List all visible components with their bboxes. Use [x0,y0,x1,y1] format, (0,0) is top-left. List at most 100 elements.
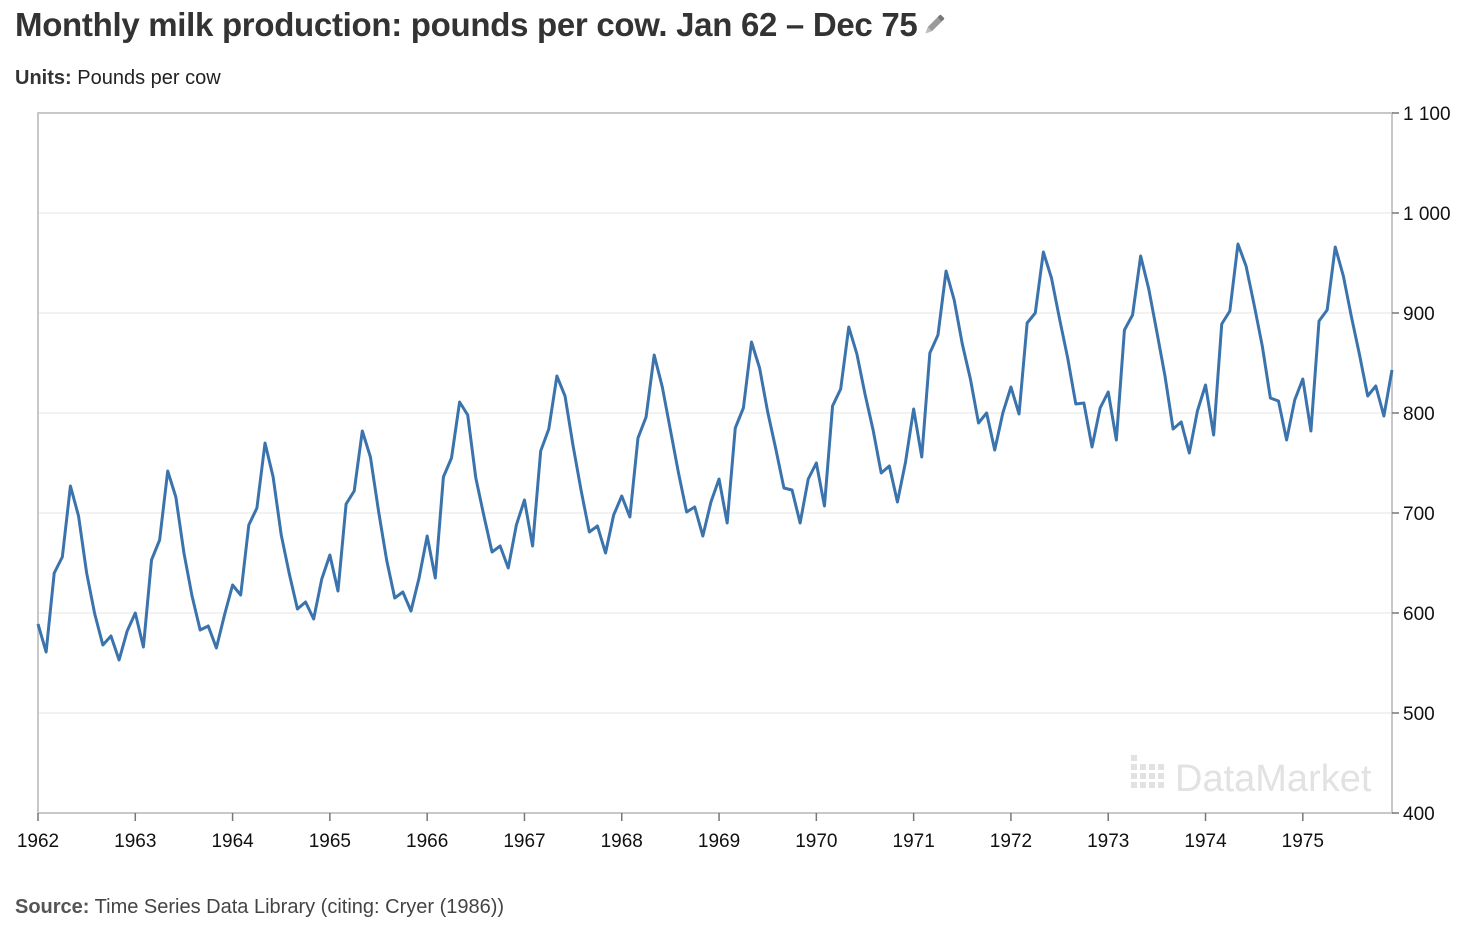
data-point [871,428,875,432]
data-point [1131,313,1135,317]
x-tick-label: 1967 [503,831,545,852]
data-point [1179,420,1183,424]
data-point [239,593,243,597]
data-point [1309,429,1313,433]
x-tick-label: 1964 [211,831,254,852]
data-point [1025,321,1029,325]
data-point [109,634,113,638]
x-tick-label: 1962 [17,831,59,852]
line-chart: DataMarket 1962 1963 1964 1965 1966 1967 1968 1… [17,104,1451,852]
data-point [1260,344,1264,348]
x-tick-label: 1966 [406,831,448,852]
data-point [174,495,178,499]
data-point [231,583,235,587]
y-tick-label: 800 [1403,404,1435,425]
logo-dot [1149,773,1155,779]
data-point [1195,409,1199,413]
data-point [839,387,843,391]
plot-frame [37,112,1393,814]
data-point [44,650,48,654]
data-point [1163,374,1167,378]
data-point [1301,377,1305,381]
logo-dot [1131,773,1137,779]
units-line: Units: Pounds per cow [15,67,221,90]
data-point [279,533,283,537]
data-point [158,538,162,542]
data-point [968,377,972,381]
data-point [855,352,859,356]
data-point [247,523,251,527]
x-tick-label: 1973 [1087,831,1129,852]
page-title: Monthly milk production: pounds per cow.… [15,6,947,46]
watermark-text: DataMarket [1175,758,1372,800]
y-tick-label: 600 [1403,604,1435,625]
x-tick-label: 1968 [601,831,643,852]
data-point [725,521,729,525]
logo-dot [1158,782,1164,788]
logo-dot [1149,782,1155,788]
data-point [125,629,129,633]
data-point [93,612,97,616]
data-point [85,571,89,575]
data-point [1139,254,1143,258]
pencil-icon[interactable] [921,8,947,46]
data-point [887,464,891,468]
data-point [385,558,389,562]
data-point [133,611,137,615]
data-point [579,489,583,493]
data-point [441,475,445,479]
data-point [1374,384,1378,388]
data-point [417,576,421,580]
data-point [450,456,454,460]
data-point [117,658,121,662]
data-point [150,558,154,562]
y-tick-label: 1 000 [1403,204,1451,225]
data-point [401,590,405,594]
data-point [1066,356,1070,360]
data-point [295,607,299,611]
data-point [1349,315,1353,319]
data-point [1236,242,1240,246]
data-point [1122,328,1126,332]
data-point [360,429,364,433]
data-point [425,534,429,538]
data-point [741,406,745,410]
logo-dot [1131,764,1137,770]
x-tick-label: 1963 [114,831,156,852]
data-point [782,486,786,490]
data-point [612,513,616,517]
data-point [766,410,770,414]
data-point [920,455,924,459]
data-point [190,594,194,598]
logo-dot [1140,764,1146,770]
data-point [693,505,697,509]
logo-dot [1140,782,1146,788]
data-point [774,447,778,451]
data-point [1041,250,1045,254]
x-tick-label: 1970 [795,831,837,852]
data-point [1001,411,1005,415]
data-point [52,571,56,575]
series-line [36,242,1394,662]
source-value: Time Series Data Library (citing: Cryer … [94,896,505,918]
data-point [198,628,202,632]
data-point [60,555,64,559]
data-point [458,400,462,404]
data-point [709,500,713,504]
data-point [101,643,105,647]
data-point [1228,309,1232,313]
data-point [936,333,940,337]
data-point [547,427,551,431]
data-point [1285,438,1289,442]
data-point [960,342,964,346]
data-point [677,471,681,475]
y-tick-label: 500 [1403,704,1435,725]
data-point [336,589,340,593]
data-point [474,476,478,480]
data-point [806,477,810,481]
data-point [733,426,737,430]
data-point [1325,308,1329,312]
data-point [1058,317,1062,321]
data-point [206,624,210,628]
data-point [1074,402,1078,406]
